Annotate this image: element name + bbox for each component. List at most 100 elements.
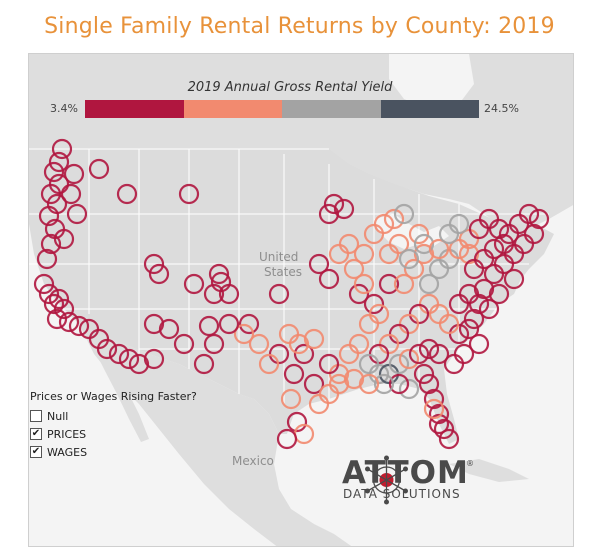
county-marker[interactable] [116,183,138,205]
county-marker[interactable] [293,343,315,365]
county-marker[interactable] [218,283,240,305]
county-marker[interactable] [343,258,365,280]
filter-option-wages[interactable]: ✔ WAGES [30,443,220,461]
county-marker[interactable] [493,233,515,255]
county-marker[interactable] [423,398,445,420]
county-marker[interactable] [388,233,410,255]
county-marker[interactable] [328,373,350,395]
county-marker[interactable] [183,273,205,295]
county-marker[interactable] [53,228,75,250]
county-marker[interactable] [488,218,510,240]
county-marker[interactable] [388,373,410,395]
county-marker[interactable] [208,263,230,285]
county-marker[interactable] [488,283,510,305]
legend-swatch-1[interactable] [85,100,184,118]
county-marker[interactable] [38,205,60,227]
county-marker[interactable] [518,203,540,225]
county-marker[interactable] [418,338,440,360]
county-marker[interactable] [443,353,465,375]
county-marker[interactable] [218,313,240,335]
county-marker[interactable] [388,353,410,375]
county-marker[interactable] [378,273,400,295]
county-marker[interactable] [48,151,70,173]
county-marker[interactable] [108,343,130,365]
county-marker[interactable] [203,333,225,355]
legend-swatch-3[interactable] [282,100,381,118]
county-marker[interactable] [398,248,420,270]
county-marker[interactable] [46,308,68,330]
county-marker[interactable] [38,283,60,305]
county-marker[interactable] [198,315,220,337]
checkbox-prices[interactable]: ✔ [30,428,42,440]
county-marker[interactable] [418,373,440,395]
county-marker[interactable] [148,263,170,285]
county-marker[interactable] [373,373,395,395]
county-marker[interactable] [418,273,440,295]
county-marker[interactable] [53,298,75,320]
county-marker[interactable] [96,338,118,360]
checkbox-null[interactable] [30,410,42,422]
county-marker[interactable] [358,373,380,395]
county-marker[interactable] [363,293,385,315]
county-marker[interactable] [343,368,365,390]
county-marker[interactable] [393,273,415,295]
county-marker[interactable] [238,313,260,335]
county-marker[interactable] [428,238,450,260]
county-marker[interactable] [438,428,460,450]
county-marker[interactable] [268,283,290,305]
county-marker[interactable] [423,388,445,410]
county-marker[interactable] [40,183,62,205]
county-marker[interactable] [463,308,485,330]
legend-swatch-4[interactable] [380,100,479,118]
county-marker[interactable] [233,323,255,345]
county-marker[interactable] [473,278,495,300]
county-marker[interactable] [283,363,305,385]
county-marker[interactable] [33,273,55,295]
legend-color-bar[interactable] [85,100,479,118]
county-marker[interactable] [258,353,280,375]
county-marker[interactable] [368,303,390,325]
county-marker[interactable] [353,243,375,265]
county-marker[interactable] [428,403,450,425]
county-marker[interactable] [348,283,370,305]
county-marker[interactable] [393,203,415,225]
county-marker[interactable] [428,343,450,365]
county-marker[interactable] [178,183,200,205]
county-marker[interactable] [398,378,420,400]
county-marker[interactable] [68,315,90,337]
county-marker[interactable] [503,268,525,290]
county-marker[interactable] [60,183,82,205]
county-marker[interactable] [408,223,430,245]
county-marker[interactable] [483,238,505,260]
county-marker[interactable] [318,353,340,375]
county-marker[interactable] [276,428,298,450]
county-marker[interactable] [413,243,435,265]
county-marker[interactable] [528,208,550,230]
county-marker[interactable] [448,293,470,315]
county-marker[interactable] [143,313,165,335]
county-marker[interactable] [323,193,345,215]
county-marker[interactable] [63,163,85,185]
county-marker[interactable] [373,213,395,235]
county-marker[interactable] [428,413,450,435]
county-marker[interactable] [413,363,435,385]
county-marker[interactable] [398,348,420,370]
county-marker[interactable] [43,293,65,315]
county-marker[interactable] [248,333,270,355]
county-marker[interactable] [88,158,110,180]
county-marker[interactable] [286,411,308,433]
map-canvas[interactable] [28,53,574,547]
county-marker[interactable] [36,248,58,270]
county-marker[interactable] [143,348,165,370]
county-marker[interactable] [433,418,455,440]
county-marker[interactable] [143,253,165,275]
county-marker[interactable] [318,268,340,290]
county-marker[interactable] [280,388,302,410]
county-marker[interactable] [48,288,70,310]
county-marker[interactable] [413,233,435,255]
county-marker[interactable] [478,298,500,320]
county-marker[interactable] [448,213,470,235]
county-marker[interactable] [383,208,405,230]
filter-option-prices[interactable]: ✔ PRICES [30,425,220,443]
county-marker[interactable] [193,353,215,375]
